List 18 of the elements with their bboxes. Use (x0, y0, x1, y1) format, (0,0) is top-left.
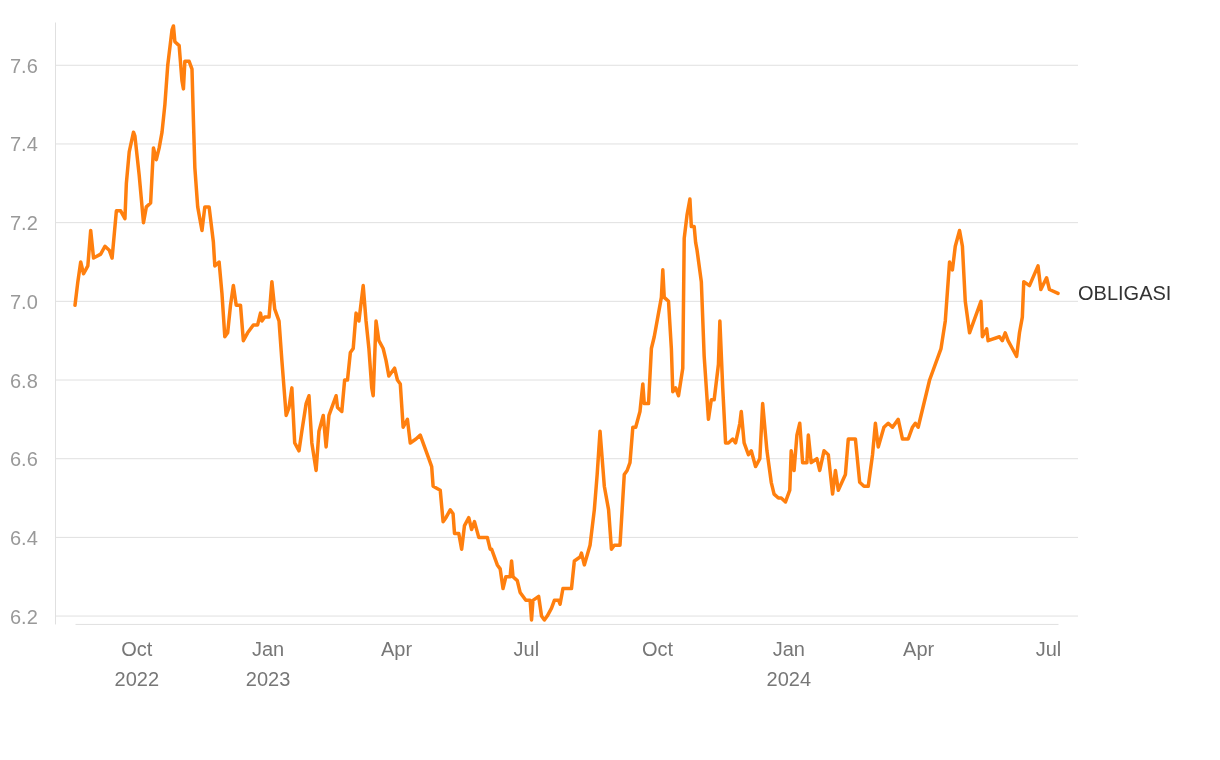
y-tick-label: 7.6 (10, 54, 38, 77)
x-tick-label: Jan 2024 (766, 638, 812, 691)
y-tick-label: 7.4 (10, 133, 38, 156)
y-tick-label: 6.4 (10, 526, 38, 549)
x-tick-label: Jan 2023 (245, 638, 291, 691)
x-tick-label: Jul (1035, 638, 1062, 661)
series-label: OBLIGASI (1078, 282, 1172, 305)
y-tick-label: 6.8 (10, 369, 38, 392)
y-tick-label: 7.2 (10, 212, 38, 235)
x-tick-label: Oct 2022 (114, 638, 160, 691)
x-tick-label: Oct (642, 638, 674, 661)
x-tick-label: Apr (380, 638, 413, 661)
y-tick-label: 6.2 (10, 605, 38, 628)
x-tick-label: Apr (903, 638, 935, 661)
line-series (73, 24, 1060, 622)
y-tick-label: 6.6 (10, 448, 38, 471)
y-tick-label: 7.0 (10, 290, 38, 313)
x-tick-label: Jul (513, 638, 540, 661)
